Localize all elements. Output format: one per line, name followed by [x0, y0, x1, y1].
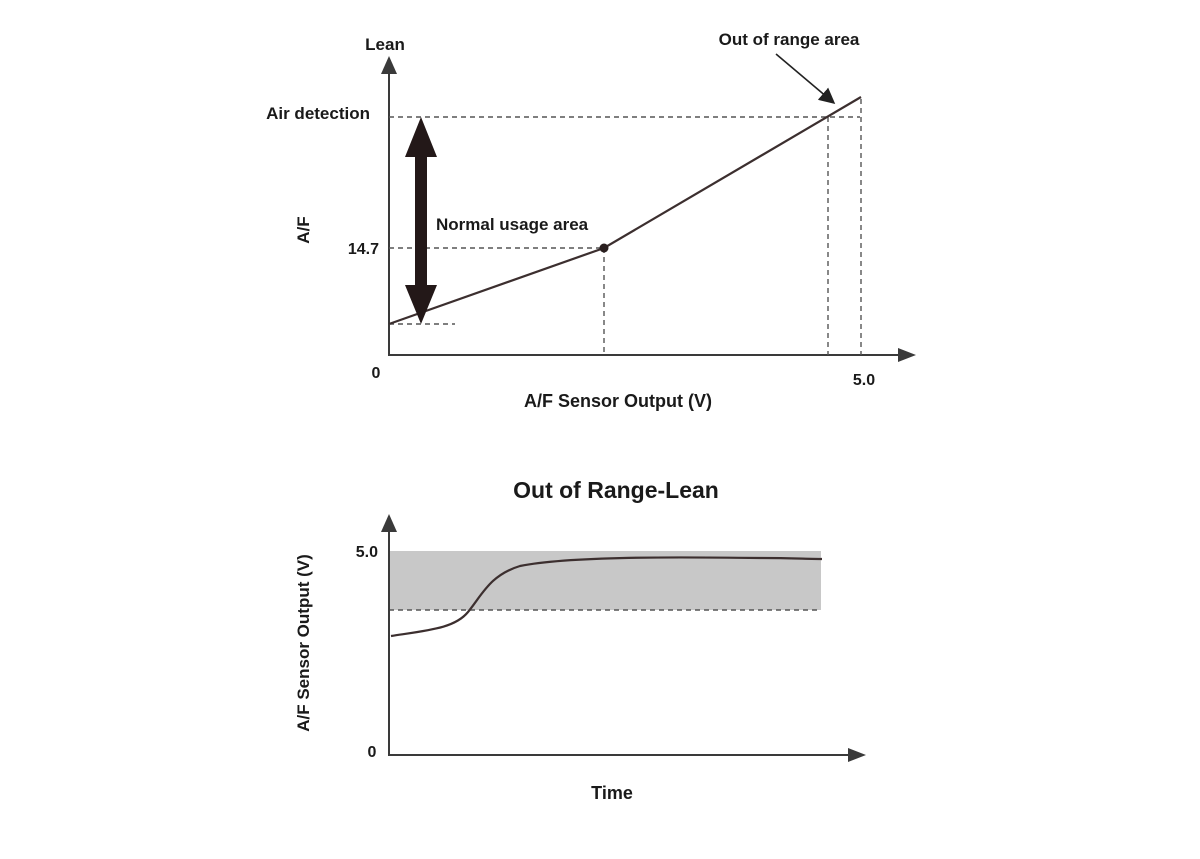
top-y-axis-arrow	[381, 56, 397, 74]
bottom-x-axis-label: Time	[591, 783, 633, 803]
sensor-output-curve	[390, 556, 823, 638]
top-origin-label: 0	[372, 365, 381, 382]
air-detection-label: Air detection	[266, 104, 370, 123]
bottom-y-top-label: 5.0	[356, 544, 378, 561]
bottom-x-axis-arrow	[848, 748, 866, 762]
normal-usage-range-arrow	[405, 117, 437, 324]
normal-usage-label: Normal usage area	[436, 215, 589, 234]
out-of-range-band	[389, 551, 821, 610]
out-of-range-label: Out of range area	[719, 30, 860, 49]
bottom-origin-label: 0	[368, 744, 377, 761]
top-x-axis-arrow	[898, 348, 916, 362]
top-y-axis-top-label: Lean	[365, 35, 405, 54]
bottom-y-axis-arrow	[381, 514, 397, 532]
stoich-label: 14.7	[348, 241, 379, 258]
bottom-chart: Out of Range-Lean 5.0 0 A/F Sensor Outpu…	[294, 477, 866, 803]
bottom-chart-title: Out of Range-Lean	[513, 477, 719, 503]
stoich-point	[599, 243, 609, 253]
top-chart: Lean Air detection 14.7 Normal usage are…	[266, 30, 916, 411]
out-of-range-pointer	[775, 53, 836, 105]
af-characteristic-line	[388, 96, 862, 326]
top-x-max-label: 5.0	[853, 372, 875, 389]
top-x-axis-label: A/F Sensor Output (V)	[524, 391, 712, 411]
top-y-axis-label: A/F	[294, 216, 313, 243]
bottom-y-axis-label: A/F Sensor Output (V)	[294, 554, 313, 732]
